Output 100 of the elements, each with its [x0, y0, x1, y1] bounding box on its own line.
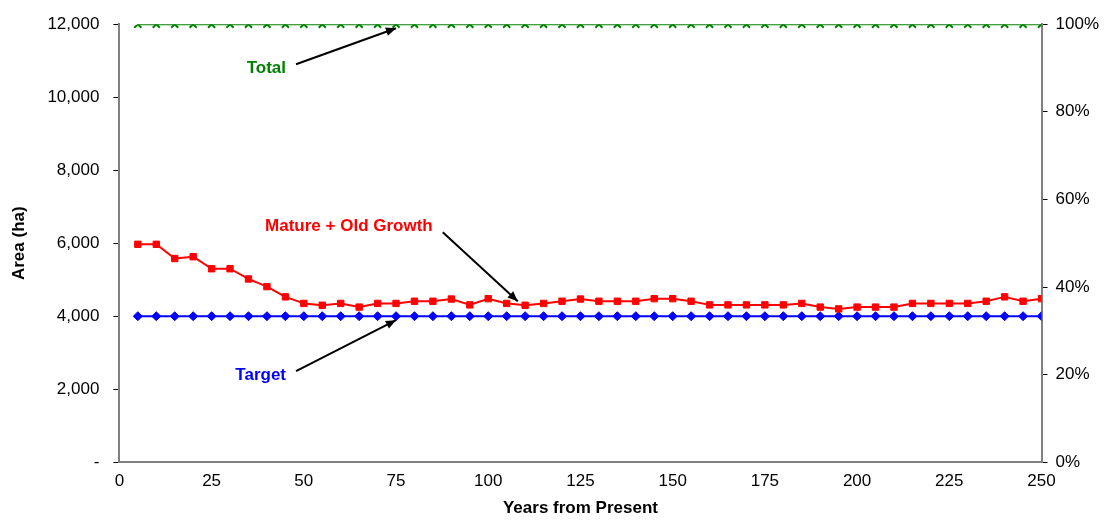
- y2-tick-label: 100%: [1055, 13, 1099, 33]
- point: [355, 303, 363, 311]
- x-tick-label: 100: [474, 471, 503, 491]
- x-tick-label: 225: [935, 471, 964, 491]
- point: [945, 299, 953, 308]
- y-tick-label: 8,000: [56, 159, 100, 179]
- point: [779, 301, 788, 309]
- point: [834, 305, 843, 313]
- point: [521, 301, 529, 309]
- point: [300, 299, 308, 308]
- point: [632, 297, 640, 305]
- point: [171, 254, 179, 263]
- point: [538, 311, 549, 322]
- point: [723, 311, 733, 322]
- point: [557, 311, 568, 322]
- point: [189, 253, 197, 261]
- y-tick-label: -: [93, 451, 100, 471]
- point: [151, 311, 162, 322]
- point: [853, 303, 861, 311]
- point: [778, 311, 789, 322]
- text: Mature + Old Growth: [265, 215, 433, 235]
- y-tick-label: 6,000: [56, 232, 100, 252]
- x-tick-label: 175: [750, 471, 780, 491]
- point: [244, 275, 253, 283]
- y2-tick-label: 40%: [1055, 276, 1090, 296]
- y-tick-label: 4,000: [56, 305, 100, 325]
- series-label: Total: [246, 57, 287, 77]
- text: Target: [235, 364, 287, 384]
- point: [503, 299, 511, 308]
- y-axis-title: Area (ha): [8, 206, 28, 281]
- point: [833, 311, 844, 322]
- point: [335, 311, 346, 322]
- point: [595, 297, 603, 305]
- x-tick-label: 0: [114, 471, 125, 491]
- x-tick-label: 250: [1027, 471, 1056, 491]
- point: [686, 311, 697, 322]
- point: [373, 299, 382, 308]
- x-tick-label: 25: [202, 471, 222, 491]
- point: [392, 299, 400, 308]
- point: [705, 301, 714, 309]
- point: [280, 311, 291, 322]
- point: [908, 299, 917, 308]
- point: [575, 311, 586, 322]
- point: [593, 311, 604, 322]
- point: [815, 311, 826, 322]
- point: [298, 311, 309, 322]
- point: [852, 311, 863, 322]
- point: [944, 311, 955, 322]
- x-tick-label: 50: [294, 471, 314, 491]
- point: [446, 311, 457, 322]
- y-tick-label: 12,000: [47, 13, 100, 33]
- point: [999, 311, 1010, 322]
- point: [261, 311, 272, 322]
- point: [798, 299, 806, 308]
- point: [759, 311, 770, 322]
- point: [464, 311, 475, 322]
- y2-tick-label: 60%: [1055, 189, 1090, 209]
- point: [501, 311, 512, 322]
- point: [391, 311, 402, 322]
- point: [263, 282, 271, 291]
- point: [318, 301, 326, 309]
- point: [741, 311, 752, 322]
- y-tick-label: 2,000: [56, 378, 100, 398]
- point: [649, 311, 660, 322]
- point: [576, 295, 585, 303]
- x-axis-title: Years from Present: [502, 498, 659, 518]
- point: [429, 297, 437, 305]
- point: [1000, 293, 1009, 301]
- point: [483, 311, 494, 322]
- point: [484, 295, 492, 303]
- point: [724, 301, 732, 309]
- point: [427, 311, 438, 322]
- x-tick-label: 125: [566, 471, 595, 491]
- point: [981, 311, 992, 322]
- point: [558, 297, 566, 305]
- point: [354, 311, 365, 322]
- point: [890, 303, 898, 311]
- point: [409, 311, 420, 322]
- y2-tick-label: 20%: [1055, 364, 1090, 384]
- point: [152, 240, 160, 248]
- point: [317, 311, 328, 322]
- point: [188, 311, 199, 322]
- point: [134, 240, 142, 248]
- x-tick-label: 75: [386, 471, 406, 491]
- point: [206, 311, 217, 322]
- point: [372, 311, 383, 322]
- y2-tick-label: 0%: [1055, 451, 1081, 471]
- point: [1019, 297, 1027, 305]
- point: [964, 299, 972, 308]
- point: [962, 311, 973, 322]
- point: [761, 301, 769, 309]
- point: [466, 301, 474, 309]
- x-tick-label: 150: [658, 471, 687, 491]
- point: [612, 311, 623, 322]
- point: [704, 311, 715, 322]
- point: [447, 295, 456, 303]
- y-tick-label: 10,000: [47, 86, 100, 106]
- point: [907, 311, 918, 322]
- point: [169, 311, 180, 322]
- point: [668, 295, 677, 303]
